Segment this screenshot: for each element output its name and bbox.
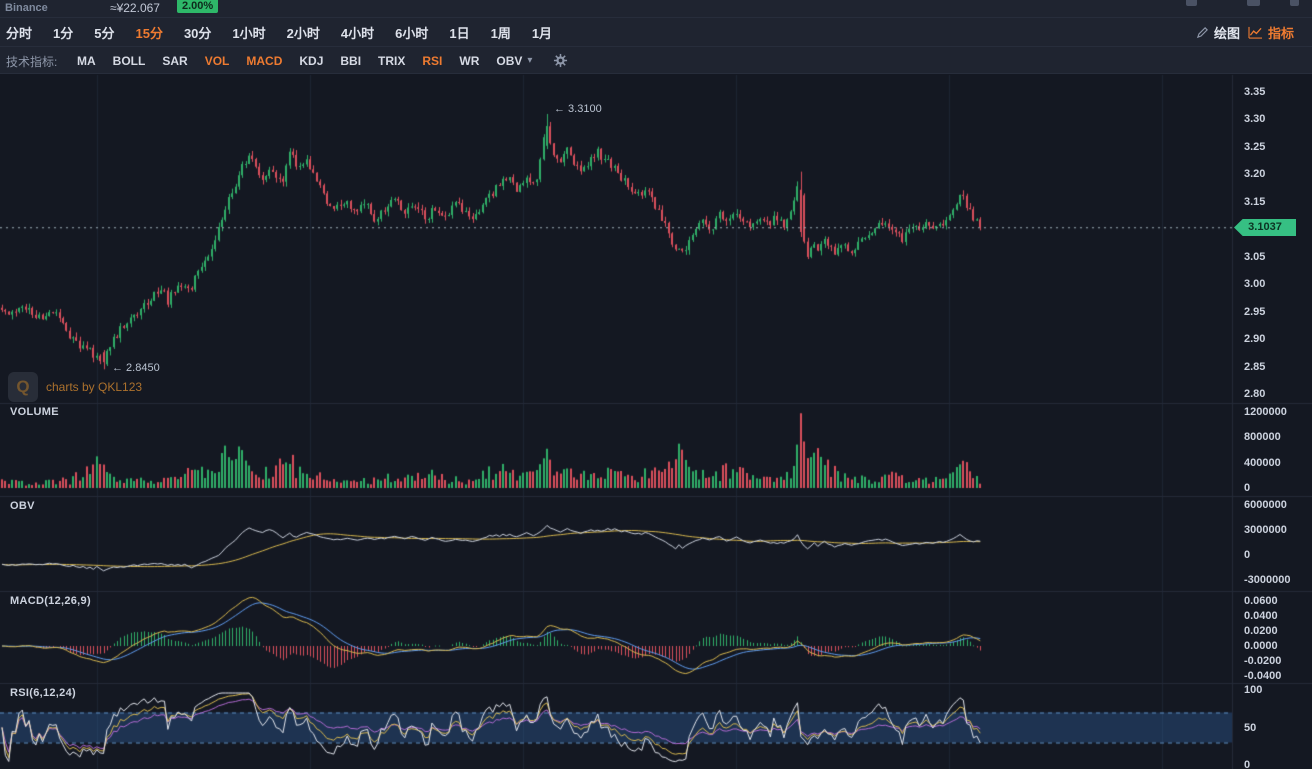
toolbar-icon-partial[interactable] — [1186, 0, 1197, 6]
indicator-tab-sar[interactable]: SAR — [162, 53, 188, 68]
indicator-bar-label: 技术指标: — [6, 55, 58, 69]
toolbar-icon-partial[interactable] — [1290, 0, 1299, 6]
timeframe-tab-5分[interactable]: 5分 — [94, 26, 115, 41]
timeframe-tab-分时[interactable]: 分时 — [6, 26, 33, 41]
toolbar-icon-partial[interactable] — [1247, 0, 1260, 6]
timeframe-tab-1小时[interactable]: 1小时 — [232, 26, 266, 41]
symbol-header-bar: Binance ≈¥22.067 2.00% — [0, 0, 1312, 18]
timeframe-tab-30分[interactable]: 30分 — [183, 26, 212, 41]
indicator-tab-boll[interactable]: BOLL — [112, 53, 146, 68]
indicator-tabs: MA BOLL SAR VOL MACD KDJ BBI TRIX RSI WR OBV ▾ — [77, 47, 568, 74]
indicator-tab-obv[interactable]: OBV — [496, 53, 523, 68]
timeframe-tab-1周[interactable]: 1周 — [490, 26, 511, 41]
timeframe-tab-1日[interactable]: 1日 — [449, 26, 470, 41]
timeframe-tab-1月[interactable]: 1月 — [531, 26, 553, 41]
indicator-tab-wr[interactable]: WR — [459, 53, 480, 68]
timeframe-tab-6小时[interactable]: 6小时 — [395, 26, 429, 41]
indicator-tab-ma[interactable]: MA — [77, 53, 96, 68]
timeframe-bar: 分时 1分 5分 15分 30分 1小时 2小时 4小时 6小时 1日 1周 1月 绘图 指标 — [0, 18, 1312, 47]
line-chart-icon — [1248, 26, 1262, 39]
indicator-tab-macd[interactable]: MACD — [246, 53, 283, 68]
indicators-button-label: 指标 — [1267, 26, 1294, 41]
settings-gear-icon[interactable] — [553, 53, 568, 68]
approx-cny-price: ≈¥22.067 — [110, 1, 160, 15]
timeframe-tab-4小时[interactable]: 4小时 — [340, 26, 375, 41]
indicator-tab-vol[interactable]: VOL — [204, 53, 230, 68]
obv-dropdown-caret[interactable]: ▾ — [527, 55, 533, 66]
timeframe-tab-1分[interactable]: 1分 — [53, 26, 74, 41]
change-percent-badge: 2.00% — [177, 0, 219, 13]
timeframe-tab-2小时[interactable]: 2小时 — [286, 26, 320, 41]
indicator-tab-trix[interactable]: TRIX — [378, 53, 406, 68]
timeframe-tab-15分[interactable]: 15分 — [135, 26, 163, 41]
indicator-tab-rsi[interactable]: RSI — [422, 53, 443, 68]
timeframe-tabs: 分时 1分 5分 15分 30分 1小时 2小时 4小时 6小时 1日 1周 1月 — [6, 18, 552, 47]
indicators-button[interactable]: 指标 — [1248, 23, 1294, 42]
indicator-tab-bbi[interactable]: BBI — [340, 53, 362, 68]
pencil-icon — [1196, 27, 1208, 39]
draw-button[interactable]: 绘图 — [1196, 23, 1240, 42]
indicator-tab-kdj[interactable]: KDJ — [299, 53, 324, 68]
exchange-label: Binance — [5, 2, 48, 14]
draw-button-label: 绘图 — [1213, 26, 1240, 41]
indicator-bar: 技术指标: MA BOLL SAR VOL MACD KDJ BBI TRIX RSI WR OBV… — [0, 47, 1312, 74]
